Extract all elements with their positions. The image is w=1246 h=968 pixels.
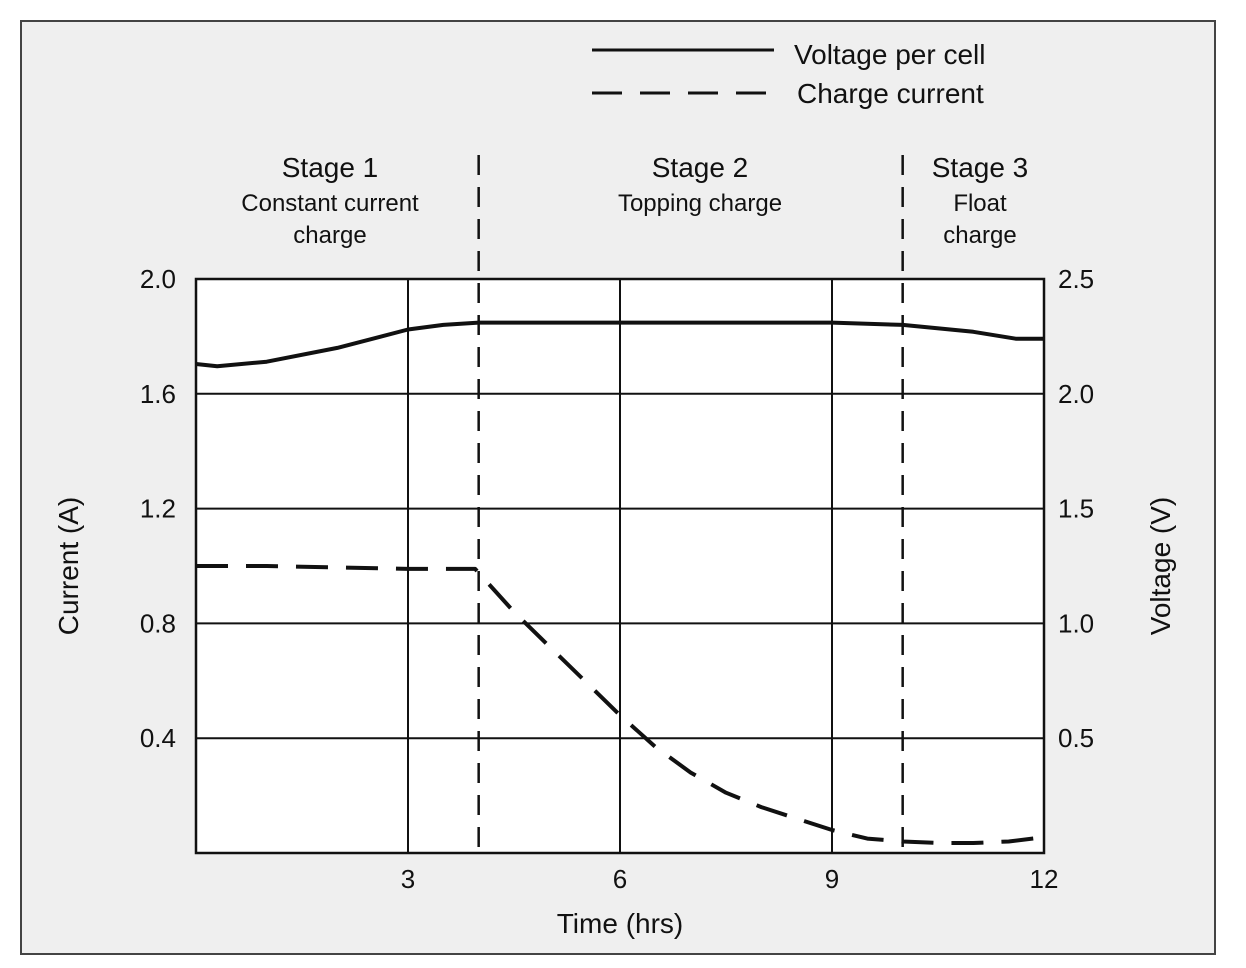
y-left-tick-label: 1.6 (140, 379, 176, 409)
y-right-tick-label: 2.5 (1058, 264, 1094, 294)
y-right-tick-label: 1.0 (1058, 608, 1094, 638)
stage-3-desc-line-2: charge (943, 222, 1016, 249)
charge-current-line (196, 564, 1045, 845)
tick-labels: 3 6 9 12 0.4 0.8 1.2 1.6 2.0 0.5 1.0 1.5 2.0 2.5 (140, 264, 1094, 894)
y-right-tick-label: 2.0 (1058, 379, 1094, 409)
x-tick-label: 9 (825, 864, 839, 894)
voltage-per-cell-line (195, 320, 1044, 369)
stage-1-desc-line-1: Constant current (241, 190, 419, 217)
stage-2-annotation: Stage 2 Topping charge (618, 152, 782, 217)
x-tick-label: 12 (1030, 864, 1059, 894)
series-lines (195, 320, 1045, 845)
x-axis-label: Time (hrs) (557, 908, 684, 939)
x-tick-label: 3 (401, 864, 415, 894)
y-left-tick-label: 1.2 (140, 494, 176, 524)
stage-1-desc-line-2: charge (293, 222, 366, 249)
y-left-tick-label: 0.4 (140, 723, 176, 753)
y-left-axis-label: Current (A) (53, 497, 84, 635)
stage-boundaries (477, 155, 904, 853)
legend-current-label: Charge current (797, 78, 984, 109)
legend-voltage-label: Voltage per cell (794, 39, 985, 70)
stage-3-desc-line-1: Float (953, 190, 1007, 217)
y-right-axis-label: Voltage (V) (1145, 497, 1176, 636)
stage-1-title: Stage 1 (282, 152, 379, 183)
stage-3-title: Stage 3 (932, 152, 1029, 183)
y-left-tick-label: 2.0 (140, 264, 176, 294)
stage-3-annotation: Stage 3 Float charge (932, 152, 1029, 249)
y-right-tick-label: 1.5 (1058, 494, 1094, 524)
stage-2-title: Stage 2 (652, 152, 749, 183)
stage-2-desc-line-1: Topping charge (618, 190, 782, 217)
x-tick-label: 6 (613, 864, 627, 894)
legend: Voltage per cell Charge current (592, 39, 985, 109)
stage-1-annotation: Stage 1 Constant current charge (241, 152, 419, 249)
y-left-tick-label: 0.8 (140, 608, 176, 638)
y-right-tick-label: 0.5 (1058, 723, 1094, 753)
